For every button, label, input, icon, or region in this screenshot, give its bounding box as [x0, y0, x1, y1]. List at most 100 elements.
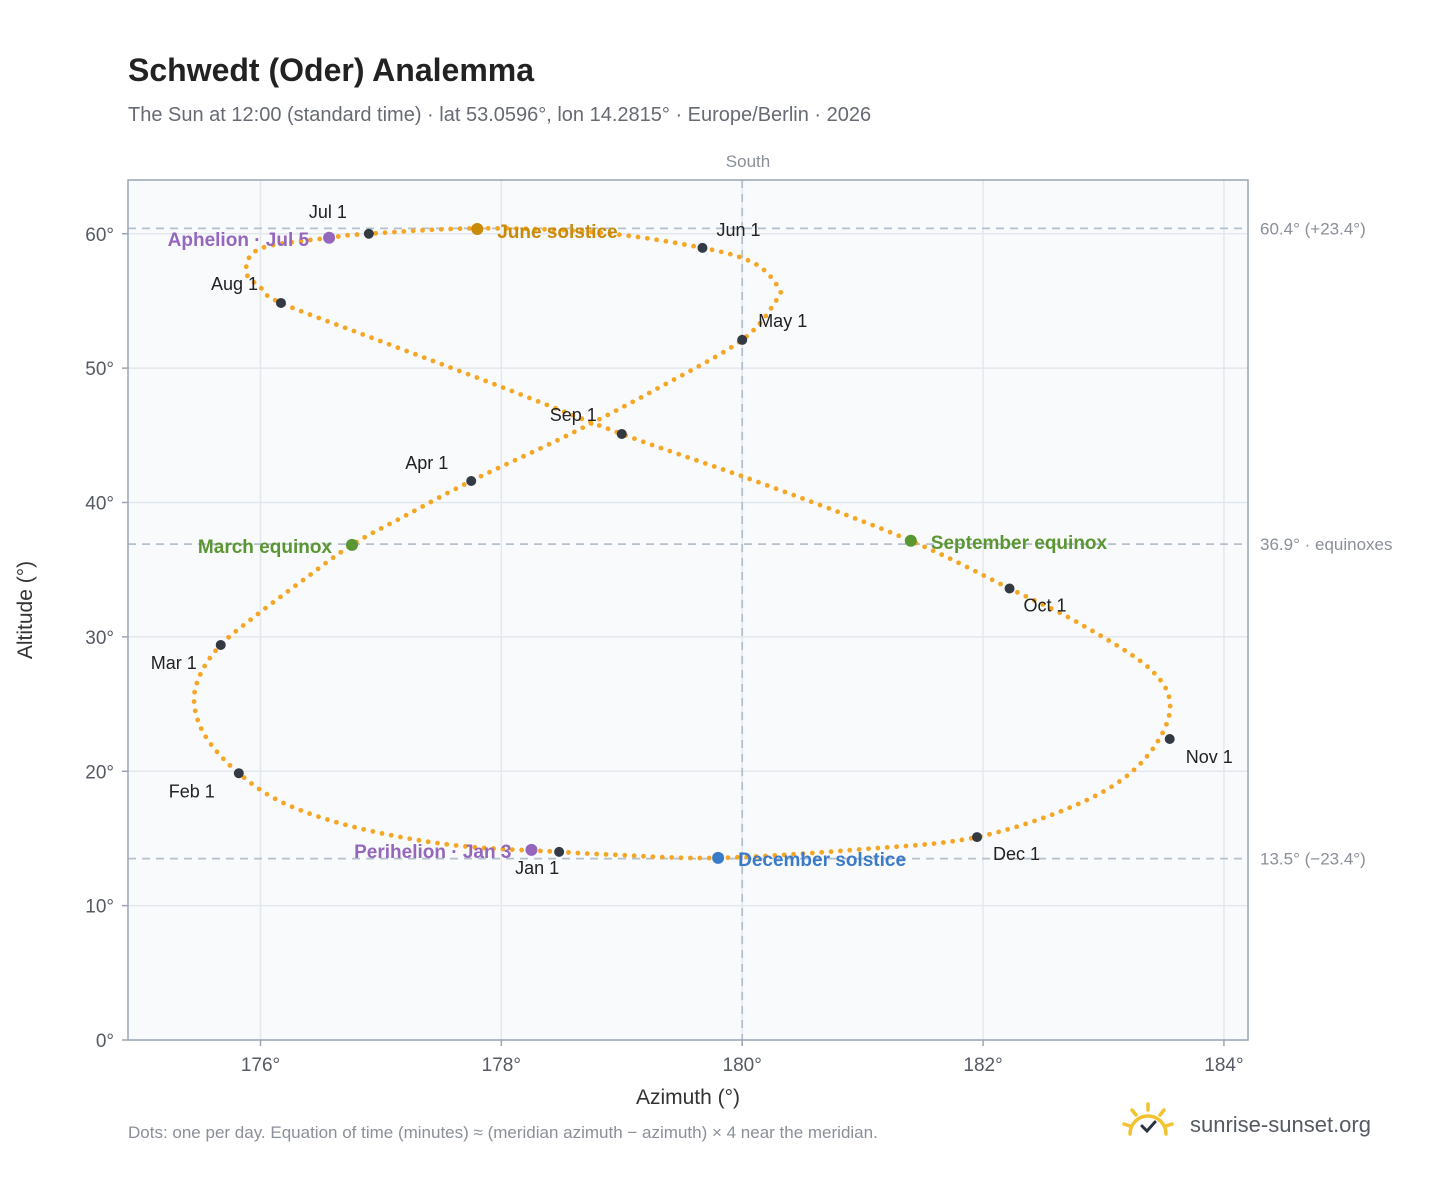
daily-sun-dot: [1049, 812, 1055, 818]
daily-sun-dot: [203, 734, 209, 740]
daily-sun-dot: [420, 227, 425, 233]
daily-sun-dot: [605, 412, 611, 418]
daily-sun-dot: [343, 822, 348, 828]
daily-sun-dot: [439, 361, 445, 367]
daily-sun-dot: [1040, 815, 1046, 821]
daily-sun-dot: [579, 228, 585, 234]
daily-sun-dot: [596, 423, 602, 428]
daily-sun-dot: [763, 313, 769, 319]
daily-sun-dot: [293, 583, 298, 589]
daily-sun-dot: [370, 530, 376, 536]
daily-sun-dot: [518, 392, 524, 397]
daily-sun-dot: [461, 482, 467, 487]
daily-sun-dot: [641, 853, 646, 859]
daily-sun-dot: [362, 534, 368, 540]
y-tick-label: 60°: [85, 225, 114, 246]
daily-sun-dot: [485, 225, 491, 231]
month-marker: [972, 832, 983, 843]
event-label: June solstice: [497, 222, 617, 243]
sun-icon: [1122, 1102, 1174, 1136]
daily-sun-dot: [208, 742, 214, 747]
month-label: Jun 1: [716, 220, 760, 240]
daily-sun-dot: [663, 381, 669, 387]
daily-sun-dot: [404, 348, 410, 354]
x-axis-label: Azimuth (°): [636, 1086, 740, 1109]
daily-sun-dot: [377, 338, 383, 344]
daily-sun-dot: [571, 429, 577, 435]
daily-sun-dot: [843, 512, 849, 518]
x-tick-label: 182°: [963, 1055, 1002, 1076]
daily-sun-dot: [398, 834, 403, 840]
daily-sun-dot: [555, 437, 560, 443]
daily-sun-dot: [613, 408, 619, 413]
daily-sun-dot: [298, 308, 304, 314]
daily-sun-dot: [580, 425, 586, 431]
daily-sun-dot: [411, 508, 417, 514]
meridian-label: South: [726, 152, 770, 171]
daily-sun-dot: [778, 289, 784, 295]
daily-sun-dot: [256, 786, 262, 792]
event-markers: June solstice December solstice March equi…: [168, 222, 1108, 871]
daily-sun-dot: [800, 496, 805, 501]
daily-sun-dot: [782, 489, 788, 495]
daily-sun-dot: [333, 322, 339, 327]
daily-sun-dot: [649, 442, 655, 448]
daily-sun-dot: [828, 849, 834, 855]
month-label: Nov 1: [1186, 747, 1233, 767]
daily-sun-dot: [263, 605, 268, 611]
daily-sun-dot: [702, 460, 708, 466]
daily-sun-dot: [588, 229, 594, 235]
daily-sun-dot: [720, 349, 726, 355]
daily-sun-dot: [248, 617, 254, 623]
daily-sun-dot: [207, 655, 213, 661]
month-marker: [275, 297, 286, 308]
daily-sun-dot: [1163, 685, 1169, 691]
daily-sun-dot: [560, 227, 566, 233]
daily-sun-dot: [579, 416, 585, 422]
daily-sun-dot: [725, 855, 731, 861]
daily-sun-dot: [420, 504, 426, 509]
daily-sun-dot: [298, 807, 304, 813]
daily-sun-dot: [401, 229, 407, 234]
daily-sun-dot: [504, 461, 509, 467]
daily-sun-dot: [640, 439, 646, 445]
daily-sun-dot: [1167, 703, 1173, 709]
daily-sun-dot: [612, 852, 618, 858]
daily-sun-dot: [1075, 801, 1081, 807]
daily-sun-dot: [1166, 694, 1172, 700]
month-marker: [363, 228, 374, 239]
daily-sun-dot: [298, 238, 304, 244]
daily-sun-dot: [626, 233, 632, 239]
daily-sun-dot: [1150, 746, 1156, 752]
daily-sun-dot: [457, 226, 463, 232]
daily-sun-dot: [249, 781, 254, 786]
month-marker: [233, 768, 244, 779]
daily-sun-dot: [632, 436, 637, 441]
daily-sun-dot: [308, 572, 313, 577]
daily-sun-dot: [594, 851, 600, 857]
daily-sun-dot: [444, 841, 450, 847]
daily-sun-dot: [521, 453, 526, 459]
reference-lines: 60.4° (+23.4°) 36.9° · equinoxes 13.5° (−2…: [128, 180, 1393, 1040]
daily-sun-dot: [448, 226, 454, 232]
daily-sun-dot: [478, 473, 484, 479]
brand-logo[interactable]: sunrise-sunset.org: [1120, 1100, 1390, 1150]
daily-sun-dot: [756, 479, 761, 485]
daily-sun-dot: [214, 749, 220, 755]
month-label: Apr 1: [405, 453, 448, 473]
daily-sun-dot: [492, 381, 497, 387]
daily-sun-dot: [220, 756, 226, 762]
daily-sun-dot: [456, 368, 462, 374]
daily-sun-dot: [987, 831, 992, 837]
x-tick-label: 178°: [482, 1055, 521, 1076]
daily-sun-dot: [875, 845, 881, 851]
daily-sun-dot: [523, 226, 529, 232]
daily-sun-dot: [861, 519, 867, 525]
daily-sun-dot: [852, 516, 858, 521]
daily-sun-dot: [711, 464, 717, 469]
daily-sun-dot: [240, 623, 246, 628]
daily-sun-dot: [688, 855, 693, 861]
daily-sun-dot: [1065, 614, 1071, 620]
daily-sun-dot: [856, 847, 862, 852]
